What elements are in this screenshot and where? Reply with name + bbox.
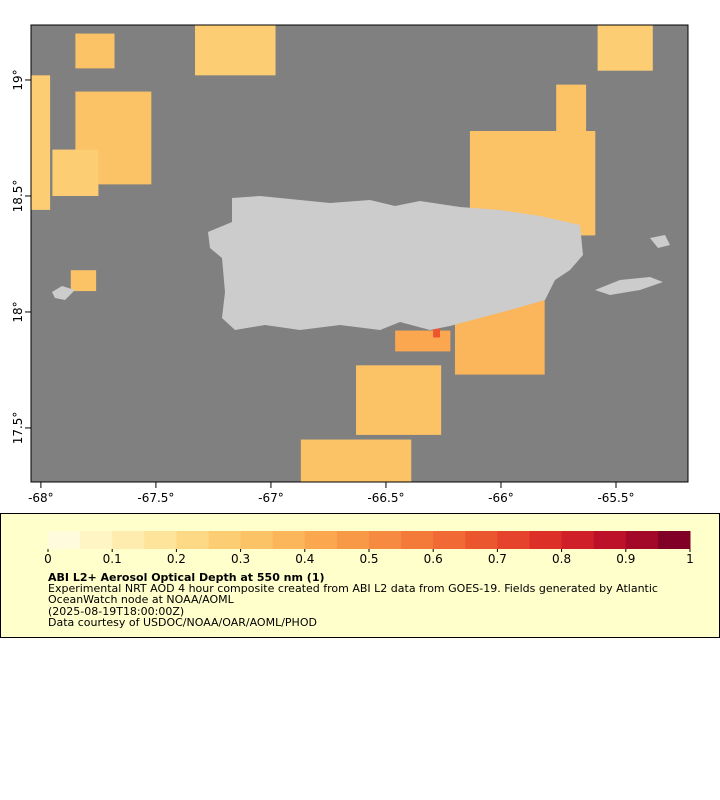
y-tick-label: 18° [11, 301, 25, 322]
x-tick-label: -67.5° [137, 491, 174, 505]
description: Experimental NRT AOD 4 hour composite cr… [48, 582, 658, 606]
colorbar-bin [529, 531, 563, 549]
x-tick-label: -66° [488, 491, 514, 505]
aod-patch [300, 439, 412, 482]
colorbar-tick-label: 0.4 [295, 552, 314, 564]
colorbar-bin [625, 531, 659, 549]
aod-patch [52, 149, 99, 196]
colorbar-bin [401, 531, 434, 549]
aod-patch [395, 330, 451, 352]
colorbar-tick-label: 0.1 [103, 552, 122, 564]
colorbar-bin [497, 531, 530, 549]
colorbar: 0 0.1 0.2 0.3 0.4 0.5 0.6 0.7 0.8 0.9 1 [44, 531, 694, 564]
timestamp: (2025-08-19T18:00:00Z) [48, 605, 185, 618]
x-tick-label: -65.5° [597, 491, 634, 505]
x-tick-label: -66.5° [367, 491, 404, 505]
credit: Data courtesy of USDOC/NOAA/OAR/AOML/PHO… [48, 616, 317, 629]
colorbar-bin [208, 531, 242, 549]
colorbar-tick-label: 0.2 [167, 552, 186, 564]
colorbar-tick-label: 0 [44, 552, 52, 564]
colorbar-tick-label: 0.9 [616, 552, 635, 564]
colorbar-bin [112, 531, 145, 549]
colorbar-tick-label: 1 [686, 552, 694, 564]
y-tick-label: 18.5° [11, 180, 25, 213]
aod-patch [356, 365, 442, 435]
colorbar-tick-label: 0.8 [552, 552, 571, 564]
map: -68° -67.5° -67° -66.5° -66° -65.5° 17.5° 18° 18… [11, 24, 689, 505]
mona [52, 286, 75, 300]
aod-patch [31, 75, 51, 210]
colorbar-bin [304, 531, 338, 549]
land [52, 196, 670, 330]
colorbar-bin [240, 531, 274, 549]
aod-patch [556, 84, 587, 132]
vieques [595, 277, 663, 295]
colorbar-tick-label: 0.5 [359, 552, 378, 564]
culebra [650, 235, 670, 248]
title: ABI L2+ Aerosol Optical Depth at 550 nm … [48, 571, 325, 584]
colorbar-bin [561, 531, 595, 549]
colorbar-bin [176, 531, 209, 549]
colorbar-bin [48, 531, 81, 549]
map-frame [30, 24, 689, 483]
aod-patch [70, 270, 97, 292]
x-tick-label: -68° [28, 491, 54, 505]
aod-patch [597, 25, 653, 71]
aod-patch [433, 328, 441, 338]
colorbar-tick-label: 0.6 [424, 552, 443, 564]
colorbar-bin [272, 531, 306, 549]
legend: 0 0.1 0.2 0.3 0.4 0.5 0.6 0.7 0.8 0.9 1 ABI L2+ Ae… [0, 513, 720, 638]
aod-patch [75, 33, 115, 69]
y-tick-label: 19° [11, 69, 25, 90]
colorbar-bin [144, 531, 177, 549]
colorbar-tick-label: 0.7 [488, 552, 507, 564]
colorbar-bin [433, 531, 466, 549]
colorbar-tick-label: 0.3 [231, 552, 250, 564]
puerto-rico [208, 196, 583, 330]
colorbar-bin [369, 531, 402, 549]
colorbar-bin [465, 531, 498, 549]
colorbar-bin [657, 531, 691, 549]
colorbar-bin [336, 531, 370, 549]
x-tick-label: -67° [258, 491, 284, 505]
colorbar-bin [593, 531, 627, 549]
aod-patch [195, 25, 276, 76]
y-tick-label: 17.5° [11, 412, 25, 445]
colorbar-bin [80, 531, 113, 549]
